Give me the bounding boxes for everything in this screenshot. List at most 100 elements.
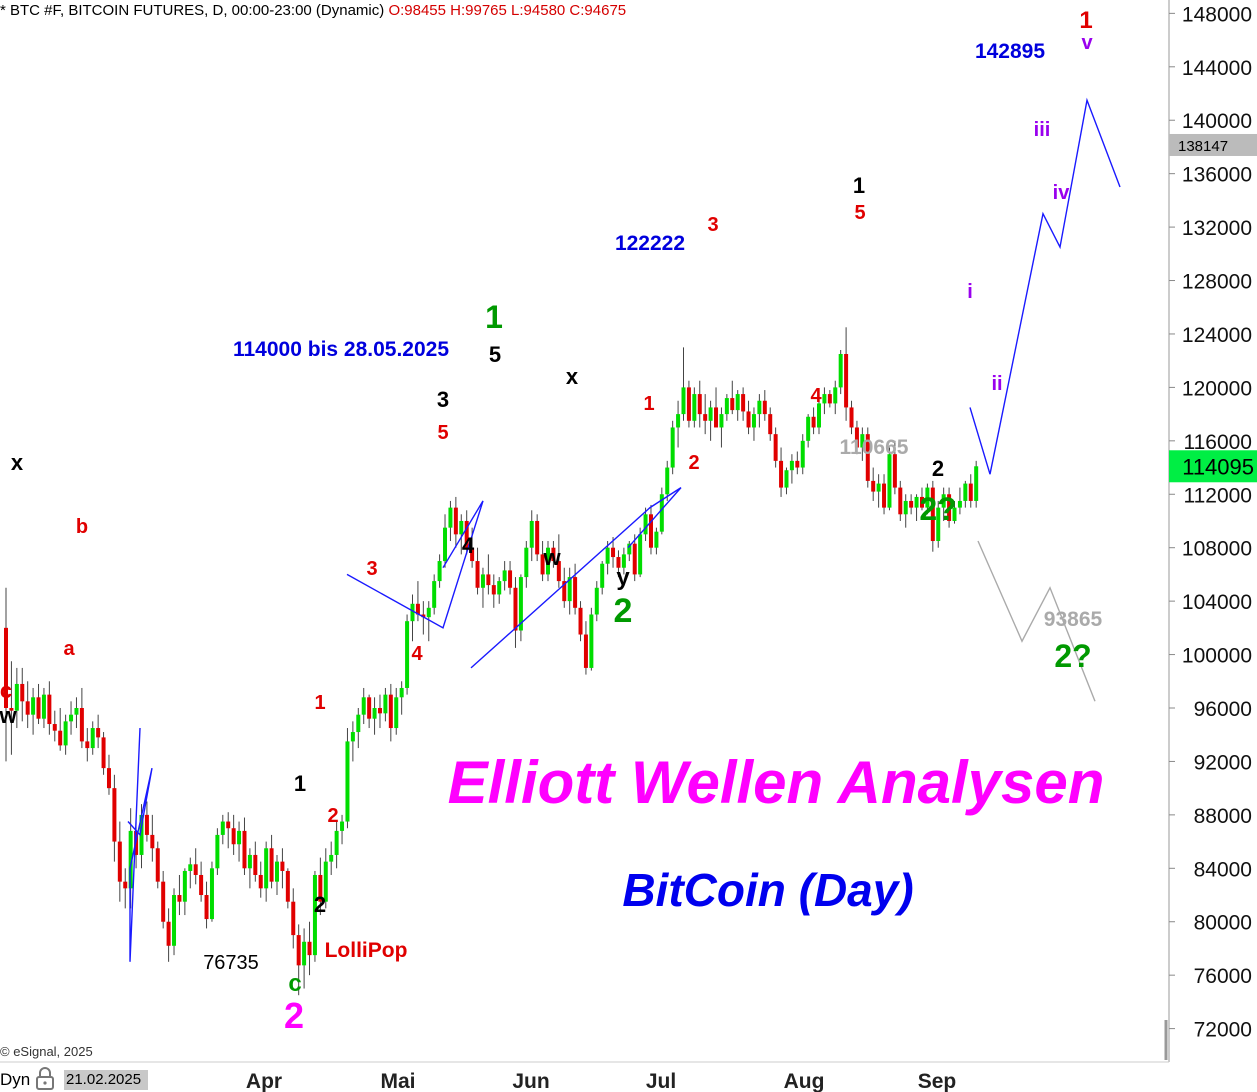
candle-down <box>697 394 702 415</box>
candle-down <box>253 854 258 875</box>
candle-up <box>676 414 681 428</box>
candle-up <box>529 520 534 548</box>
wave-label: 3 <box>366 558 377 580</box>
wave-label: 1 <box>1079 7 1092 34</box>
candle-up <box>887 454 892 508</box>
candle-down <box>101 737 106 769</box>
candle-up <box>399 687 404 698</box>
wave-label: 5 <box>854 202 865 224</box>
candle-down <box>844 354 849 408</box>
candle-down <box>611 547 616 558</box>
candle-up <box>800 440 805 468</box>
price-tick-label: 88000 <box>1194 805 1252 828</box>
candle-up <box>182 870 187 902</box>
candle-up <box>334 830 339 855</box>
chart-title: Elliott Wellen Analysen <box>448 749 1105 816</box>
candle-down <box>269 848 274 882</box>
candle-down <box>551 547 556 562</box>
candle-up <box>589 614 594 668</box>
candle-down <box>540 554 545 575</box>
month-label: Sep <box>918 1070 957 1092</box>
wave-label: iv <box>1053 182 1071 204</box>
candle-down <box>166 921 171 946</box>
candle-down <box>632 543 637 575</box>
candle-down <box>193 864 198 875</box>
candle-up <box>860 434 865 448</box>
candle-up <box>903 500 908 515</box>
wave-label: a <box>63 638 75 660</box>
price-tick-label: 80000 <box>1194 912 1252 935</box>
lock-icon[interactable] <box>34 1066 56 1090</box>
candle-down <box>231 828 236 845</box>
candle-down <box>827 394 832 404</box>
candle-up <box>139 814 144 855</box>
candle-up <box>188 864 193 871</box>
price-tick-label: 116000 <box>1183 431 1252 454</box>
candle-down <box>150 834 155 849</box>
esignal-credit: © eSignal, 2025 <box>0 1044 93 1059</box>
price-tick-label: 112000 <box>1183 484 1252 507</box>
candle-up <box>209 868 214 920</box>
last-price-label: 114095 <box>1182 454 1254 479</box>
wave-label: 2 <box>327 805 338 827</box>
candle-up <box>312 874 317 956</box>
candle-down <box>47 694 52 725</box>
wave-label: iii <box>1034 119 1051 141</box>
wave-projection-line <box>127 727 153 962</box>
start-date-box[interactable]: 21.02.2025 <box>64 1070 148 1090</box>
price-annotation: 93865 <box>1044 608 1103 631</box>
candle-up <box>350 732 355 742</box>
candle-down <box>199 874 204 896</box>
wave-label: 2? <box>919 491 956 527</box>
candle-up <box>426 607 431 618</box>
candle-down <box>388 694 393 729</box>
candle-down <box>4 627 8 708</box>
candle-down <box>919 496 924 508</box>
wave-label: y <box>616 564 630 591</box>
candle-down <box>204 895 209 920</box>
candle-up <box>340 821 345 831</box>
candle-down <box>849 407 854 428</box>
candle-down <box>296 935 301 966</box>
candle-up <box>372 708 377 719</box>
candle-down <box>475 561 480 588</box>
price-tick-label: 140000 <box>1182 110 1252 133</box>
month-label: Aug <box>784 1070 825 1092</box>
candle-down <box>556 561 561 582</box>
candle-up <box>502 570 507 582</box>
candle-down <box>795 460 800 468</box>
candle-up <box>665 467 670 495</box>
candle-down <box>865 434 870 481</box>
candle-up <box>654 531 659 548</box>
candle-down <box>578 607 583 635</box>
candle-up <box>405 621 410 688</box>
wave-label: w <box>0 703 17 728</box>
candle-up <box>63 721 68 746</box>
price-annotation: 122222 <box>615 232 685 255</box>
candle-down <box>85 741 90 749</box>
candle-up <box>356 714 361 733</box>
candle-down <box>930 487 935 542</box>
marker-price-box <box>1169 133 1257 156</box>
candle-up <box>833 387 838 404</box>
wave-label: 1 <box>853 173 865 198</box>
candle-down <box>535 520 540 555</box>
candle-down <box>491 585 496 595</box>
candle-up <box>480 574 485 588</box>
candle-down <box>562 581 567 602</box>
wave-label: 5 <box>489 342 501 367</box>
wave-label: c <box>288 970 301 997</box>
candle-down <box>453 507 458 535</box>
price-tick-label: 84000 <box>1194 858 1252 881</box>
candle-down <box>714 407 719 428</box>
candle-up <box>957 500 962 508</box>
candle-up <box>817 403 821 428</box>
wave-label: 1 <box>294 771 306 796</box>
wave-label: 1 <box>643 393 654 415</box>
candle-up <box>876 483 881 492</box>
price-tick-label: 144000 <box>1182 57 1252 80</box>
candle-up <box>719 414 724 428</box>
candle-up <box>638 534 643 575</box>
wave-label: b <box>76 516 88 538</box>
candle-up <box>670 427 675 468</box>
